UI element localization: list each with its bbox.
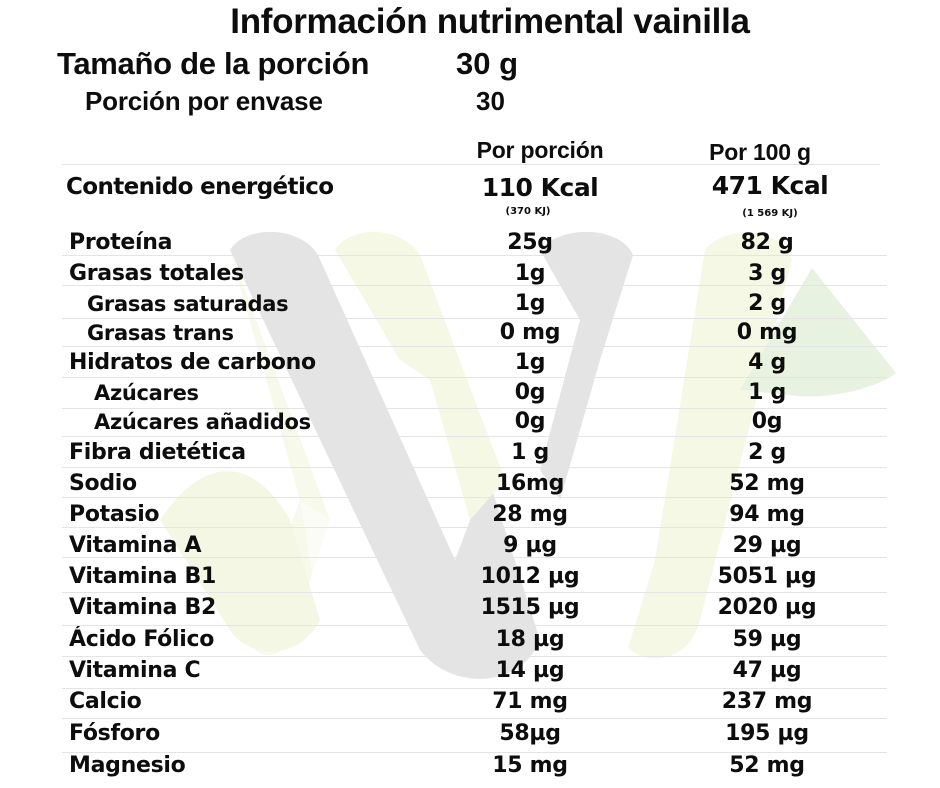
nutrient-label: Fibra dietética <box>69 440 246 465</box>
table-row: Sodio 16mg 52 mg <box>0 469 940 499</box>
per-serving-value: 1g <box>514 350 546 375</box>
row-divider <box>62 557 887 558</box>
row-divider <box>62 527 887 528</box>
per-100g-value: 1 g <box>748 380 786 405</box>
energy-per-serving-kcal: 110 Kcal <box>481 173 599 202</box>
per-serving-value: 1012 µg <box>480 564 580 589</box>
nutrient-label: Calcio <box>69 689 142 714</box>
nutrient-label: Proteína <box>69 230 173 255</box>
per-100g-value: 195 µg <box>725 721 809 746</box>
energy-label: Contenido energético <box>66 174 334 200</box>
per-serving-value: 1515 µg <box>480 595 580 620</box>
per-100g-value: 0 mg <box>736 320 798 345</box>
table-row: Vitamina B1 1012 µg 5051 µg <box>0 562 940 592</box>
per-100g-value: 52 mg <box>729 471 805 496</box>
row-divider <box>62 592 887 593</box>
row-divider <box>62 318 887 319</box>
table-row: Hidratos de carbono 1g 4 g <box>0 348 940 378</box>
row-divider <box>62 255 887 256</box>
per-100g-value: 0g <box>751 409 783 434</box>
per-serving-value: 14 µg <box>495 658 565 683</box>
nutrient-label: Grasas totales <box>69 261 244 286</box>
row-divider <box>62 688 887 689</box>
per-serving-value: 28 mg <box>492 502 568 527</box>
per-100g-value: 2 g <box>748 440 786 465</box>
per-100g-value: 2020 µg <box>717 595 817 620</box>
row-divider <box>62 377 887 378</box>
table-row: Azúcares 0g 1 g <box>0 378 940 408</box>
per-serving-value: 71 mg <box>492 689 568 714</box>
table-row: Fósforo 58µg 195 µg <box>0 719 940 749</box>
energy-per-100g-kcal: 471 Kcal <box>711 171 829 200</box>
table-row: Fibra dietética 1 g 2 g <box>0 438 940 468</box>
nutrient-label: Ácido Fólico <box>69 627 215 652</box>
table-row: Calcio 71 mg 237 mg <box>0 687 940 717</box>
serving-size-value: 30 g <box>456 46 519 81</box>
per-serving-value: 0 mg <box>499 320 561 345</box>
table-row: Potasio 28 mg 94 mg <box>0 500 940 530</box>
per-100g-value: 2 g <box>748 291 786 316</box>
table-row: Vitamina C 14 µg 47 µg <box>0 656 940 686</box>
row-divider <box>62 346 887 347</box>
nutrient-label: Hidratos de carbono <box>69 350 316 375</box>
nutrient-label: Azúcares <box>94 381 199 405</box>
row-divider <box>62 436 887 437</box>
servings-per-container-label: Porción por envase <box>85 86 323 116</box>
servings-per-container-value: 30 <box>476 86 505 116</box>
row-divider <box>62 718 887 719</box>
table-row: Ácido Fólico 18 µg 59 µg <box>0 625 940 655</box>
row-divider <box>62 752 887 753</box>
per-100g-value: 59 µg <box>732 627 802 652</box>
per-serving-value: 18 µg <box>495 627 565 652</box>
per-100g-value: 47 µg <box>732 658 802 683</box>
row-divider <box>62 497 887 498</box>
per-serving-value: 58µg <box>499 721 561 746</box>
page-title: Información nutrimental vainilla <box>230 2 750 41</box>
row-divider <box>62 285 887 286</box>
per-100g-value: 237 mg <box>721 689 813 714</box>
per-serving-value: 16mg <box>495 471 565 496</box>
per-serving-value: 15 mg <box>492 753 568 778</box>
table-row: Azúcares añadidos 0g 0g <box>0 407 940 437</box>
nutrient-label: Magnesio <box>69 753 186 778</box>
per-serving-value: 0g <box>514 409 546 434</box>
row-divider <box>62 656 887 657</box>
table-row: Grasas trans 0 mg 0 mg <box>0 318 940 348</box>
per-serving-value: 25g <box>507 230 553 255</box>
table-row: Proteína 25g 82 g <box>0 228 940 258</box>
nutrient-label: Grasas trans <box>87 321 234 345</box>
nutrient-label: Grasas saturadas <box>87 292 289 316</box>
per-100g-value: 5051 µg <box>717 564 817 589</box>
per-serving-value: 0g <box>514 380 546 405</box>
table-row: Vitamina B2 1515 µg 2020 µg <box>0 593 940 623</box>
per-serving-value: 1 g <box>511 440 549 465</box>
nutrient-label: Potasio <box>69 502 160 527</box>
nutrient-label: Fósforo <box>69 721 160 746</box>
nutrient-label: Vitamina B2 <box>69 595 216 620</box>
serving-size-label: Tamaño de la porción <box>57 46 370 81</box>
per-100g-value: 4 g <box>748 350 786 375</box>
nutrient-label: Azúcares añadidos <box>94 410 311 434</box>
per-100g-value: 52 mg <box>729 753 805 778</box>
row-divider <box>62 467 887 468</box>
header-divider <box>62 164 880 165</box>
per-100g-value: 82 g <box>740 230 794 255</box>
table-row: Grasas saturadas 1g 2 g <box>0 289 940 319</box>
table-row: Magnesio 15 mg 52 mg <box>0 751 940 781</box>
energy-per-serving-kj: (370 KJ) <box>505 206 551 217</box>
column-header-per-100g: Por 100 g <box>709 139 811 165</box>
row-divider <box>62 625 887 626</box>
column-header-per-serving: Por porción <box>476 137 604 163</box>
per-serving-value: 1g <box>514 291 546 316</box>
nutrient-label: Vitamina B1 <box>69 564 216 589</box>
per-100g-value: 94 mg <box>729 502 805 527</box>
energy-per-100g-kj: (1 569 KJ) <box>742 208 798 219</box>
nutrient-label: Vitamina C <box>69 658 201 683</box>
nutrient-label: Sodio <box>69 471 137 496</box>
row-divider <box>62 408 887 409</box>
